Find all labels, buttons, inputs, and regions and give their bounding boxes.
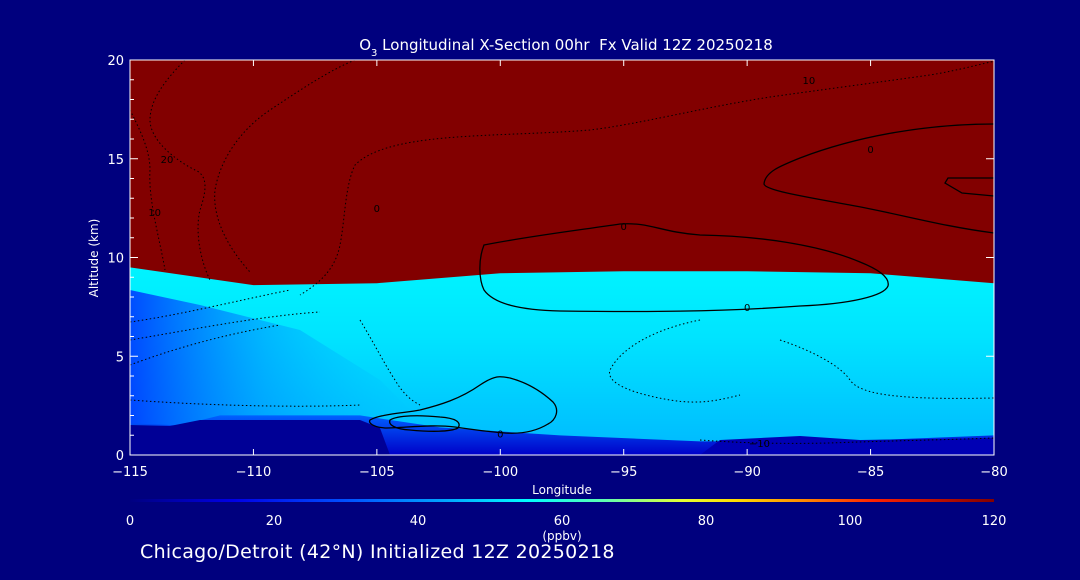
contour-line-mid-left	[359, 319, 421, 406]
contour-label-8: 0	[374, 204, 380, 215]
colorbar-tick-label-6: 120	[982, 514, 1007, 529]
contour-label-6: 20	[161, 155, 174, 166]
contour-label-3: 0	[744, 303, 750, 314]
contour-label-1: 0	[867, 145, 873, 156]
colorbar-gradient	[130, 499, 994, 502]
y-tick-label-2: 10	[107, 252, 124, 267]
contour-label-0: 10	[802, 76, 815, 87]
stratosphere-field	[130, 60, 994, 286]
x-tick-label-3: −100	[482, 465, 518, 480]
contour-line-thirty	[149, 60, 211, 281]
y-tick-label-4: 20	[107, 54, 124, 69]
y-axis-label: Altitude (km)	[87, 219, 101, 298]
contour-line-mid-east	[609, 319, 741, 403]
contour-label-7: 10	[148, 208, 161, 219]
y-tick-label-3: 15	[107, 153, 124, 168]
contour-line-zero-upper	[763, 123, 994, 234]
contour-label-4: 0	[497, 429, 503, 440]
contour-line-zero-upper-inner	[944, 177, 994, 197]
colorbar-tick-label-3: 60	[554, 514, 571, 529]
x-tick-label-2: −105	[359, 465, 395, 480]
x-tick-label-0: −115	[112, 465, 148, 480]
colorbar: 0 20 40 60 80 100 120	[126, 499, 1007, 529]
surface-low-region	[700, 436, 994, 455]
y-tick-label-0: 0	[116, 449, 124, 464]
western-surface-region	[130, 420, 390, 455]
western-low-ozone-region	[130, 290, 430, 455]
contour-label-5: −10	[749, 439, 770, 450]
contour-label-2: 0	[621, 222, 627, 233]
contour-line-tropo-a	[130, 289, 291, 323]
contour-line-ten-upper	[299, 60, 994, 296]
chart-title: O3 Longitudinal X-Section 00hr Fx Valid …	[359, 36, 773, 59]
x-tick-label-5: −90	[733, 465, 760, 480]
x-tick-label-1: −110	[236, 465, 272, 480]
contour-line-mid-far-east	[779, 339, 994, 399]
colorbar-tick-label-0: 0	[126, 514, 134, 529]
plot-field	[130, 60, 994, 455]
colorbar-tick-label-2: 40	[410, 514, 427, 529]
contour-line-zero-mid	[479, 223, 889, 313]
contour-line-minus-ten	[699, 437, 994, 444]
colorbar-tick-label-1: 20	[266, 514, 283, 529]
x-tick-label-6: −85	[857, 465, 884, 480]
contour-line-zero-lower	[368, 376, 558, 434]
x-tick-label-4: −95	[610, 465, 637, 480]
colorbar-tick-label-5: 100	[838, 514, 863, 529]
contour-line-zero-lower-inner	[389, 415, 460, 432]
x-axis-label: Longitude	[532, 483, 592, 497]
colorbar-label: (ppbv)	[542, 529, 581, 543]
x-tick-label-7: −80	[980, 465, 1007, 480]
contour-line-tropo-b	[130, 311, 321, 341]
y-tick-label-1: 5	[116, 350, 124, 365]
contour-layer: 10 0 0 0 0 −10 20 10 0	[130, 60, 994, 450]
colorbar-tick-label-4: 80	[698, 514, 715, 529]
footer-caption: Chicago/Detroit (42°N) Initialized 12Z 2…	[140, 541, 615, 563]
